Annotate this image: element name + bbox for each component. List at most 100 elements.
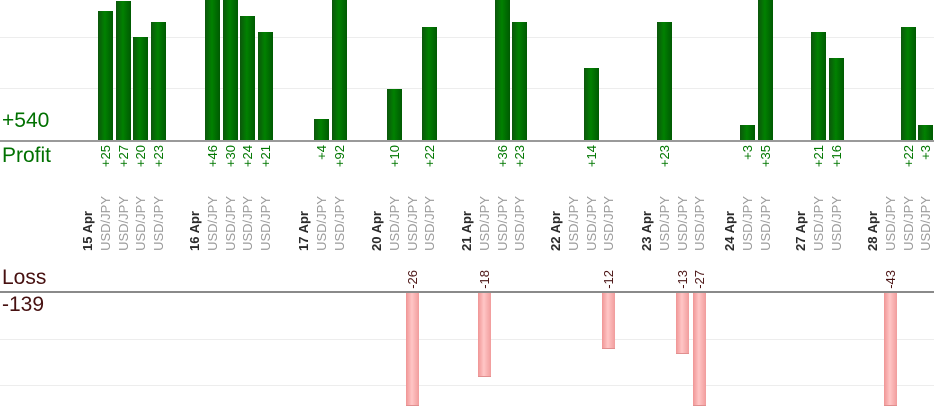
instrument-label: USD/JPY <box>900 196 916 251</box>
loss-bar[interactable] <box>883 293 897 406</box>
loss-value-label: -27 <box>692 270 708 289</box>
instrument-label: USD/JPY <box>476 196 492 251</box>
date-label: 24 Apr <box>722 211 737 251</box>
instrument-label: USD/JPY <box>331 196 347 251</box>
loss-value-label: -12 <box>601 270 617 289</box>
profit-bar[interactable] <box>810 31 826 140</box>
instrument-label: USD/JPY <box>115 196 131 251</box>
profit-baseline <box>0 140 934 142</box>
loss-value-label: -26 <box>404 270 420 289</box>
profit-value-label: +92 <box>331 145 347 168</box>
instrument-label: USD/JPY <box>692 196 708 251</box>
profit-bar[interactable] <box>222 0 238 140</box>
profit-value-label: +21 <box>258 145 274 168</box>
profit-bar[interactable] <box>386 88 402 140</box>
profit-value-label: +27 <box>115 145 131 168</box>
profit-value-label: +14 <box>583 145 599 168</box>
profit-bar[interactable] <box>828 57 844 140</box>
loss-value-label: -43 <box>882 270 898 289</box>
profit-bar[interactable] <box>97 11 113 140</box>
loss-baseline <box>0 291 934 293</box>
date-label: 22 Apr <box>548 211 563 251</box>
loss-value-label: -18 <box>476 270 492 289</box>
instrument-label: USD/JPY <box>583 196 599 251</box>
profit-bar[interactable] <box>656 21 672 140</box>
loss-axis-title: Loss <box>2 266 47 289</box>
profit-axis-title: Profit <box>2 144 52 167</box>
instrument-label: USD/JPY <box>151 196 167 251</box>
loss-bar[interactable] <box>405 293 419 406</box>
instrument-label: USD/JPY <box>258 196 274 251</box>
profit-value-label: +21 <box>810 145 826 168</box>
instrument-label: USD/JPY <box>422 196 438 251</box>
profit-bar[interactable] <box>422 26 438 140</box>
profit-value-label: +36 <box>494 145 510 168</box>
loss-total-label: -139 <box>2 293 45 316</box>
profit-bar[interactable] <box>739 124 755 140</box>
profit-value-label: +22 <box>422 145 438 168</box>
profit-value-label: +24 <box>240 145 256 168</box>
instrument-label: USD/JPY <box>565 196 581 251</box>
loss-bar[interactable] <box>675 293 689 354</box>
instrument-label: USD/JPY <box>313 196 329 251</box>
profit-bar[interactable] <box>494 0 510 140</box>
profit-value-label: +46 <box>204 145 220 168</box>
instrument-label: USD/JPY <box>222 196 238 251</box>
loss-bar[interactable] <box>602 293 616 350</box>
profit-value-label: +23 <box>151 145 167 168</box>
profit-value-label: +30 <box>222 145 238 168</box>
profit-value-label: +20 <box>133 145 149 168</box>
instrument-label: USD/JPY <box>512 196 528 251</box>
profit-value-label: +22 <box>900 145 916 168</box>
date-label: 21 Apr <box>459 211 474 251</box>
profit-value-label: +3 <box>739 145 755 160</box>
profit-bar[interactable] <box>240 16 256 140</box>
instrument-label: USD/JPY <box>828 196 844 251</box>
gridline <box>0 37 934 38</box>
instrument-label: USD/JPY <box>674 196 690 251</box>
gridline <box>0 339 934 340</box>
instrument-label: USD/JPY <box>882 196 898 251</box>
instrument-label: USD/JPY <box>404 196 420 251</box>
date-label: 27 Apr <box>793 211 808 251</box>
profit-bar[interactable] <box>115 0 131 140</box>
date-label: 28 Apr <box>865 211 880 251</box>
profit-total-label: +540 <box>2 109 50 132</box>
profit-value-label: +3 <box>918 145 934 160</box>
profit-bar[interactable] <box>258 31 274 140</box>
profit-value-label: +10 <box>386 145 402 168</box>
profit-bar[interactable] <box>151 21 167 140</box>
date-label: 15 Apr <box>80 211 95 251</box>
profit-bar[interactable] <box>204 0 220 140</box>
instrument-label: USD/JPY <box>97 196 113 251</box>
profit-bar[interactable] <box>331 0 347 140</box>
instrument-label: USD/JPY <box>204 196 220 251</box>
profit-bar[interactable] <box>918 124 934 140</box>
profit-bar[interactable] <box>583 67 599 140</box>
loss-value-label: -13 <box>674 270 690 289</box>
profit-bar[interactable] <box>313 119 329 140</box>
instrument-label: USD/JPY <box>810 196 826 251</box>
instrument-label: USD/JPY <box>757 196 773 251</box>
gridline <box>0 88 934 89</box>
instrument-label: USD/JPY <box>240 196 256 251</box>
profit-bar[interactable] <box>900 26 916 140</box>
profit-bar[interactable] <box>133 37 149 140</box>
instrument-label: USD/JPY <box>133 196 149 251</box>
instrument-label: USD/JPY <box>601 196 617 251</box>
profit-bar[interactable] <box>512 21 528 140</box>
date-label: 23 Apr <box>639 211 654 251</box>
profit-bar[interactable] <box>757 0 773 140</box>
profit-value-label: +35 <box>757 145 773 168</box>
instrument-label: USD/JPY <box>918 196 934 251</box>
instrument-label: USD/JPY <box>494 196 510 251</box>
date-label: 16 Apr <box>187 211 202 251</box>
profit-value-label: +16 <box>828 145 844 168</box>
loss-bar[interactable] <box>693 293 707 406</box>
instrument-label: USD/JPY <box>386 196 402 251</box>
profit-value-label: +4 <box>313 145 329 160</box>
loss-bar[interactable] <box>477 293 491 377</box>
profit-value-label: +25 <box>97 145 113 168</box>
profit-value-label: +23 <box>656 145 672 168</box>
